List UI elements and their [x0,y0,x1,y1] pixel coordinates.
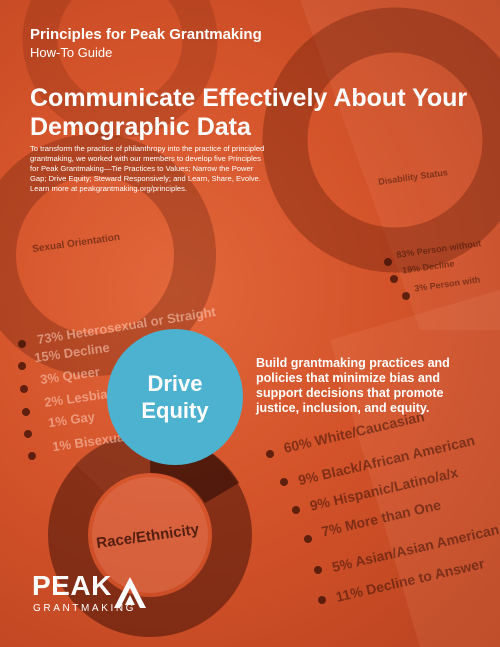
background-bullet [318,596,326,604]
background-bullet [20,385,28,393]
principle-tagline: Build grantmaking practices and policies… [256,356,450,415]
background-bullet [266,450,274,458]
background-bullet [314,566,322,574]
principle-label: Drive Equity [141,371,209,423]
background-donut [262,7,500,273]
background-donut [0,134,216,376]
background-bullet [18,362,26,370]
background-bullet [280,478,288,486]
principle-circle: Drive Equity [107,329,243,465]
background-sheet [300,0,500,330]
page-title: Communicate Effectively About Your Demog… [30,84,468,141]
logo-wordmark: PEAK [32,570,112,601]
background-bullet [24,430,32,438]
background-sheet [330,290,500,647]
background-bullet [304,535,312,543]
background-donut-hole [92,477,208,593]
guide-type: How-To Guide [30,45,113,60]
background-bullet [18,340,26,348]
background-bullet [28,452,36,460]
background-bullet [292,506,300,514]
background-bullet [402,292,410,300]
background-donut [22,0,218,138]
series-title: Principles for Peak Grantmaking [30,26,262,43]
peak-logo-icon [114,577,146,608]
background-bullet [384,258,392,266]
background-bullet [390,275,398,283]
intro-paragraph: To transform the practice of philanthrop… [30,144,265,193]
logo-subtext: GRANTMAKING [33,603,137,614]
background-bullet [22,408,30,416]
background-donut-segment [75,433,151,493]
